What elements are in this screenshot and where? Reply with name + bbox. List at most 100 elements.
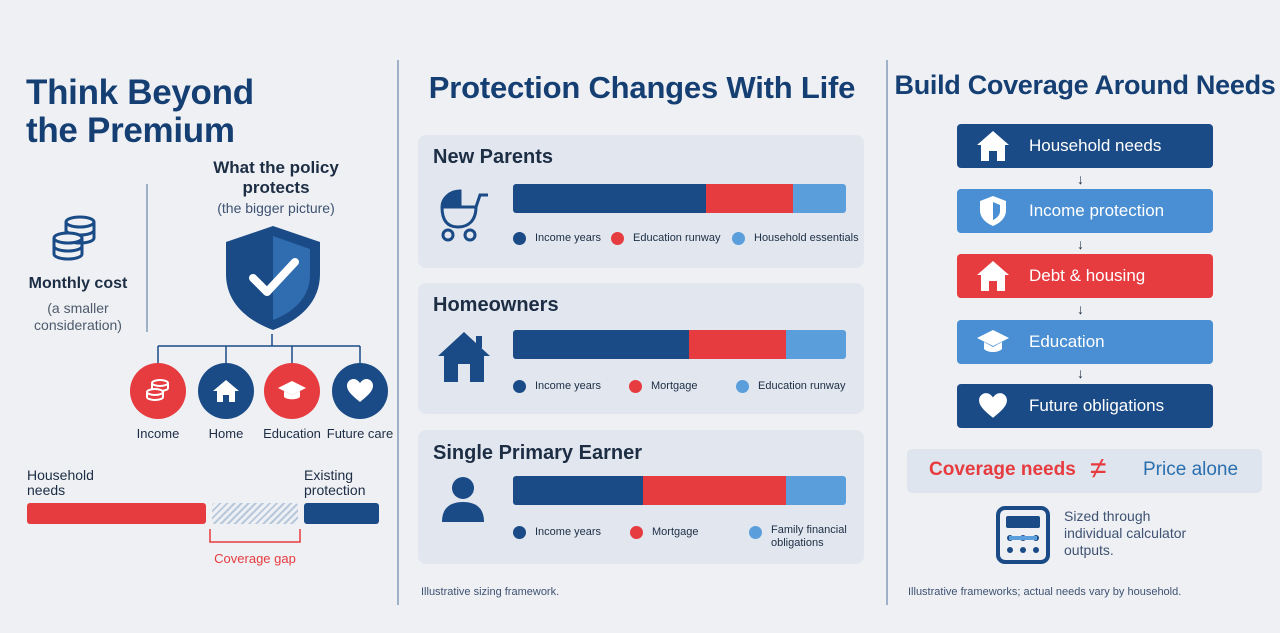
coverage-gap-bracket	[209, 529, 301, 543]
legend-label: Mortgage	[652, 526, 699, 538]
separator-line	[146, 184, 148, 332]
shield-check-icon	[226, 226, 320, 330]
panel-divider-left	[397, 60, 399, 605]
income-circle	[130, 363, 186, 419]
monthly-cost-label: Monthly cost	[28, 275, 128, 292]
household-needs-line-1: Household	[27, 467, 94, 483]
heart-icon	[957, 392, 1029, 420]
policy-protects-subtitle: (the bigger picture)	[217, 200, 335, 216]
calculator-note: Sized through individual calculator outp…	[1064, 508, 1186, 559]
step-household-needs: Household needs	[957, 124, 1213, 168]
step-label: Education	[1029, 332, 1105, 351]
legend-dot	[732, 232, 745, 245]
legend-dot	[630, 526, 643, 539]
segment-income-years	[513, 476, 643, 505]
legend-mortgage: Mortgage	[630, 526, 698, 539]
segment-education-runway	[706, 184, 793, 213]
household-needs-label: Household needs	[27, 468, 94, 498]
step-debt-housing: Debt & housing	[957, 254, 1213, 298]
middle-panel-title: Protection Changes With Life	[428, 70, 856, 105]
legend-dot	[513, 232, 526, 245]
scenario-title: New Parents	[433, 146, 554, 168]
legend-dot	[513, 526, 526, 539]
person-icon	[442, 477, 484, 522]
coverage-gap-label: Coverage gap	[214, 551, 296, 566]
legend-label: Income years	[535, 232, 602, 244]
legend-mortgage: Mortgage	[629, 380, 697, 393]
legend-household-essentials: Household essentials	[732, 232, 859, 245]
legend-label: Income years	[535, 380, 602, 392]
household-needs-line-2: needs	[27, 482, 66, 498]
legend-label-line-2: obligations	[771, 537, 824, 549]
segment-mortgage	[642, 476, 787, 505]
education-circle	[264, 363, 320, 419]
segment-household-essentials	[792, 184, 846, 213]
coverage-gap-bar	[212, 503, 298, 524]
house-icon	[438, 332, 490, 382]
panel-divider-right	[886, 60, 888, 605]
segment-income-years	[513, 184, 707, 213]
segment-family-financial-obligations	[786, 476, 846, 505]
scenario-card-homeowners: Homeowners Income years Mortgage Educati…	[418, 283, 864, 414]
legend-income-years: Income years	[513, 380, 601, 393]
home-icon	[213, 380, 239, 402]
shield-icon	[957, 195, 1029, 227]
protect-label-future-care: Future care	[326, 426, 394, 441]
existing-protection-label: Existing protection	[304, 468, 365, 498]
legend-dot	[611, 232, 624, 245]
future-care-circle	[332, 363, 388, 419]
scenario-title: Homeowners	[433, 294, 559, 316]
legend-income-years: Income years	[513, 232, 601, 245]
house-icon	[957, 130, 1029, 162]
existing-protection-bar	[304, 503, 379, 524]
needs-vs-price-box: Coverage needs ≠ Price alone	[907, 449, 1262, 493]
calculator-icon	[996, 506, 1050, 564]
legend-label: Education runway	[758, 380, 846, 392]
monthly-cost-sub-line-1: (a smaller	[47, 300, 109, 316]
step-education: Education	[957, 320, 1213, 364]
flow-arrow: ↓	[1077, 301, 1084, 317]
legend-dot	[749, 526, 762, 539]
legend-income-years: Income years	[513, 526, 601, 539]
household-needs-bar	[27, 503, 206, 524]
legend-label-line-1: Family financial	[771, 524, 847, 536]
flow-arrow: ↓	[1077, 171, 1084, 187]
connector-tree	[157, 334, 361, 363]
step-label: Household needs	[1029, 136, 1162, 155]
legend-dot	[629, 380, 642, 393]
protect-label-income: Income	[136, 426, 180, 441]
scenario-card-single-primary-earner: Single Primary Earner Income years Mortg…	[418, 430, 864, 564]
existing-protection-line-1: Existing	[304, 467, 354, 483]
home-circle	[198, 363, 254, 419]
monthly-cost-subtitle: (a smaller consideration)	[16, 300, 140, 334]
policy-protects-heading: What the policy protects	[190, 158, 362, 198]
title-line-2: the Premium	[26, 111, 235, 150]
heart-icon	[347, 379, 373, 402]
step-future-obligations: Future obligations	[957, 384, 1213, 428]
title-line-1: Think Beyond	[26, 73, 254, 112]
flow-arrow: ↓	[1077, 236, 1084, 252]
flow-arrow: ↓	[1077, 365, 1084, 381]
segment-income-years	[513, 330, 690, 359]
middle-footnote: Illustrative sizing framework.	[421, 586, 560, 598]
coins-icon	[146, 379, 169, 401]
price-alone-text: Price alone	[1143, 459, 1239, 480]
segment-education-runway	[786, 330, 846, 359]
segment-mortgage	[689, 330, 787, 359]
graduation-cap-icon	[278, 381, 306, 400]
policy-heading-line-2: protects	[242, 178, 310, 197]
needs-stacked-bar	[513, 184, 846, 213]
step-label: Income protection	[1029, 201, 1165, 220]
scenario-card-new-parents: New Parents Income years Education runwa…	[418, 135, 864, 268]
step-income-protection: Income protection	[957, 189, 1213, 233]
legend-education-runway: Education runway	[611, 232, 720, 245]
legend-label: Family financial obligations	[771, 524, 847, 550]
legend-family-financial-obligations: Family financial obligations	[749, 524, 847, 550]
house-icon	[957, 260, 1029, 292]
legend-dot	[513, 380, 526, 393]
coin-stack-icon	[52, 215, 96, 261]
stroller-icon	[440, 189, 488, 242]
legend-dot	[736, 380, 749, 393]
calculator-note-line-3: outputs.	[1064, 542, 1114, 558]
coverage-needs-text: Coverage needs	[929, 459, 1076, 480]
